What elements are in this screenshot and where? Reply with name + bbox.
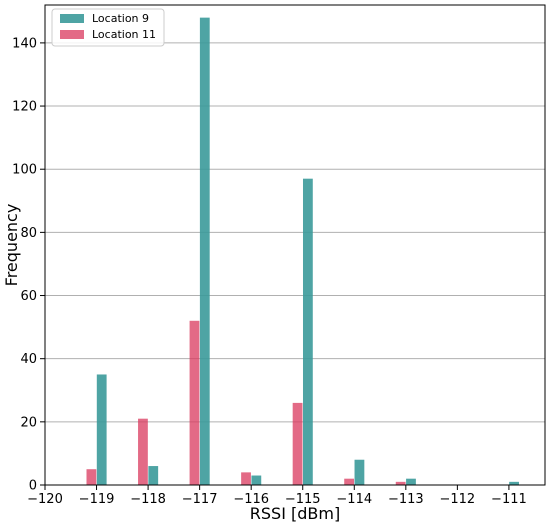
x-tick-label: −119 — [79, 492, 115, 507]
bar — [138, 418, 148, 485]
bar — [354, 459, 365, 485]
bar — [302, 178, 313, 485]
axes-frame — [44, 4, 546, 486]
x-axis-ticks: −120 −119 −118 −117 −116 −115 −114 −113 −112 −111 — [27, 485, 527, 507]
bar — [292, 402, 303, 485]
bar — [241, 472, 251, 485]
bar — [509, 481, 519, 485]
series-location-9-bars — [96, 17, 519, 485]
bar — [406, 478, 416, 485]
bar — [395, 481, 406, 485]
x-tick-label: −114 — [336, 492, 372, 507]
y-tick-label: 20 — [20, 415, 37, 430]
x-tick-label: −118 — [130, 492, 166, 507]
plot-frame — [44, 4, 546, 486]
y-gridlines — [45, 42, 545, 423]
y-axis-ticks: 0 20 40 60 80 100 120 140 — [12, 36, 45, 494]
y-tick-label: 120 — [12, 100, 37, 115]
legend-swatch-location-11 — [60, 30, 84, 39]
bar — [251, 475, 262, 485]
legend: Location 9 Location 11 — [51, 8, 165, 47]
bar — [96, 374, 107, 485]
y-tick-label: 100 — [12, 163, 37, 178]
x-tick-label: −111 — [491, 492, 527, 507]
x-tick-label: −113 — [388, 492, 424, 507]
bar — [189, 320, 200, 485]
y-tick-label: 80 — [20, 226, 37, 241]
bar — [199, 17, 210, 485]
y-axis-title: Frequency — [2, 204, 21, 287]
bar — [148, 466, 159, 485]
y-tick-label: 0 — [29, 479, 37, 494]
y-tick-label: 60 — [20, 289, 37, 304]
bar — [344, 478, 355, 485]
x-tick-label: −120 — [27, 492, 63, 507]
y-tick-label: 140 — [12, 36, 37, 51]
x-tick-label: −117 — [182, 492, 218, 507]
x-axis-title: RSSI [dBm] — [250, 504, 340, 523]
legend-swatch-location-9 — [60, 14, 84, 23]
x-tick-label: −115 — [285, 492, 321, 507]
x-tick-label: −116 — [233, 492, 269, 507]
legend-label-location-11: Location 11 — [92, 28, 156, 41]
series-location-11-bars — [86, 320, 406, 485]
bar — [86, 469, 97, 485]
y-tick-label: 40 — [20, 352, 37, 367]
legend-label-location-9: Location 9 — [92, 12, 149, 25]
x-tick-label: −112 — [440, 492, 476, 507]
